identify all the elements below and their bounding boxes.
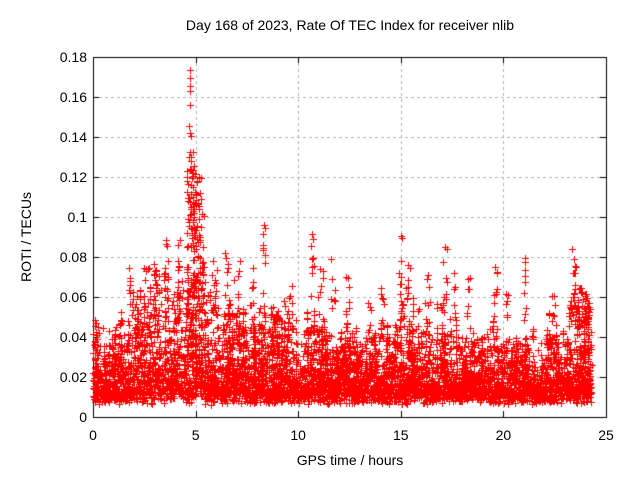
y-tick-label: 0.06 [59,289,87,305]
y-tick-label: 0.16 [59,89,87,105]
y-tick-label: 0.12 [59,169,87,185]
y-tick-label: 0 [79,409,87,425]
x-axis-label: GPS time / hours [296,452,404,468]
x-tick-label: 20 [495,427,512,443]
y-tick-label: 0.02 [59,369,87,385]
x-tick-label: 15 [393,427,409,443]
y-tick-label: 0.08 [59,249,87,265]
x-tick-label: 25 [598,427,614,443]
x-tick-label: 10 [290,427,306,443]
chart-title: Day 168 of 2023, Rate Of TEC Index for r… [185,17,515,33]
x-tick-label: 0 [89,427,97,443]
y-tick-label: 0.14 [59,129,87,145]
y-tick-label: 0.04 [59,329,87,345]
y-tick-label: 0.1 [67,209,87,225]
y-axis-label: ROTI / TECUs [18,192,34,282]
x-tick-label: 5 [191,427,200,443]
y-tick-label: 0.18 [59,49,87,65]
